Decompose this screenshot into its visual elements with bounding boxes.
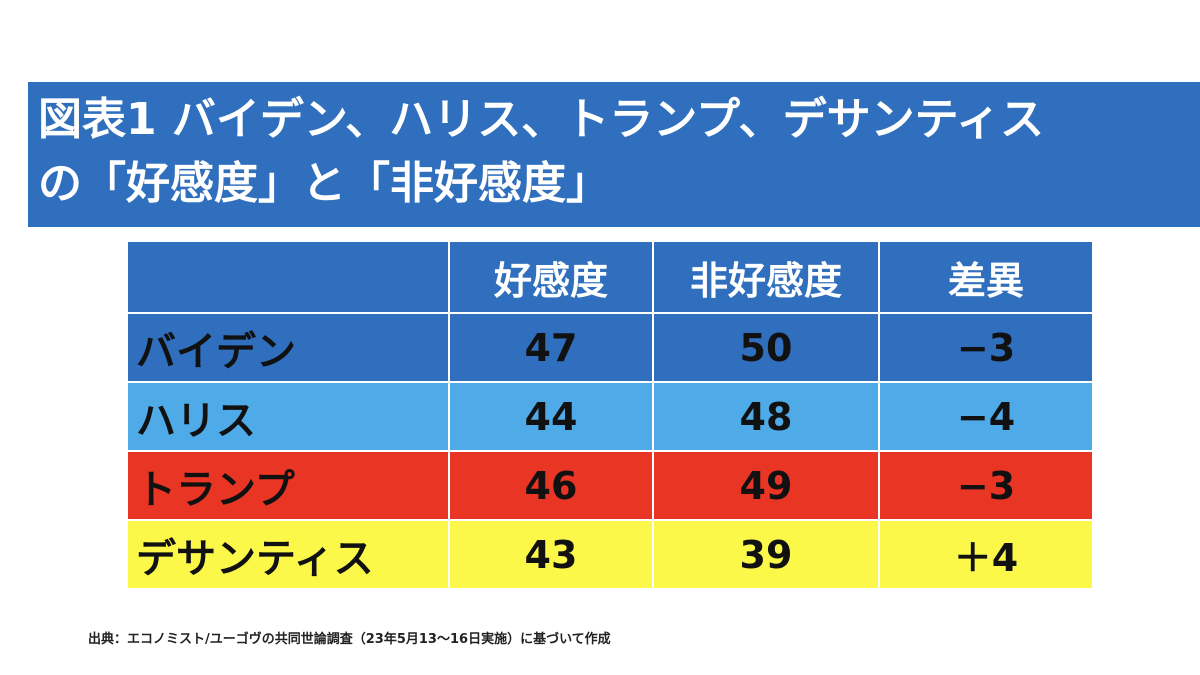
- header-unfavorable: 非好感度: [652, 240, 880, 314]
- cell-unfavorable: 50: [652, 312, 880, 383]
- title-banner: 図表1 バイデン、ハリス、トランプ、デサンティス の「好感度」と「非好感度」: [28, 82, 1200, 227]
- page-title-line-1: 図表1 バイデン、ハリス、トランプ、デサンティス: [38, 94, 1045, 145]
- header-difference: 差異: [878, 240, 1094, 314]
- page-title-line-2: の「好感度」と「非好感度」: [38, 158, 610, 209]
- table-row-biden: バイデン 47 50 −3: [126, 312, 1094, 383]
- cell-favorable: 47: [448, 312, 654, 383]
- table-row-desantis: デサンティス 43 39 ＋4: [126, 519, 1094, 590]
- cell-favorable: 43: [448, 519, 654, 590]
- cell-name: バイデン: [126, 312, 450, 383]
- source-footnote: 出典：エコノミスト/ユーゴヴの共同世論調査（23年5月13〜16日実施）に基づい…: [88, 632, 611, 647]
- table-row-harris: ハリス 44 48 −4: [126, 381, 1094, 452]
- cell-name: トランプ: [126, 450, 450, 521]
- cell-difference: −3: [878, 312, 1094, 383]
- favorability-table: 好感度 非好感度 差異 バイデン 47 50 −3 ハリス 44 48 −4 ト…: [126, 240, 1094, 590]
- cell-difference: −3: [878, 450, 1094, 521]
- cell-favorable: 46: [448, 450, 654, 521]
- cell-unfavorable: 49: [652, 450, 880, 521]
- cell-name: デサンティス: [126, 519, 450, 590]
- header-favorable: 好感度: [448, 240, 654, 314]
- cell-favorable: 44: [448, 381, 654, 452]
- table-header-row: 好感度 非好感度 差異: [126, 240, 1094, 314]
- cell-difference: −4: [878, 381, 1094, 452]
- cell-name: ハリス: [126, 381, 450, 452]
- cell-difference: ＋4: [878, 519, 1094, 590]
- cell-unfavorable: 39: [652, 519, 880, 590]
- table-row-trump: トランプ 46 49 −3: [126, 450, 1094, 521]
- cell-unfavorable: 48: [652, 381, 880, 452]
- header-name: [126, 240, 450, 314]
